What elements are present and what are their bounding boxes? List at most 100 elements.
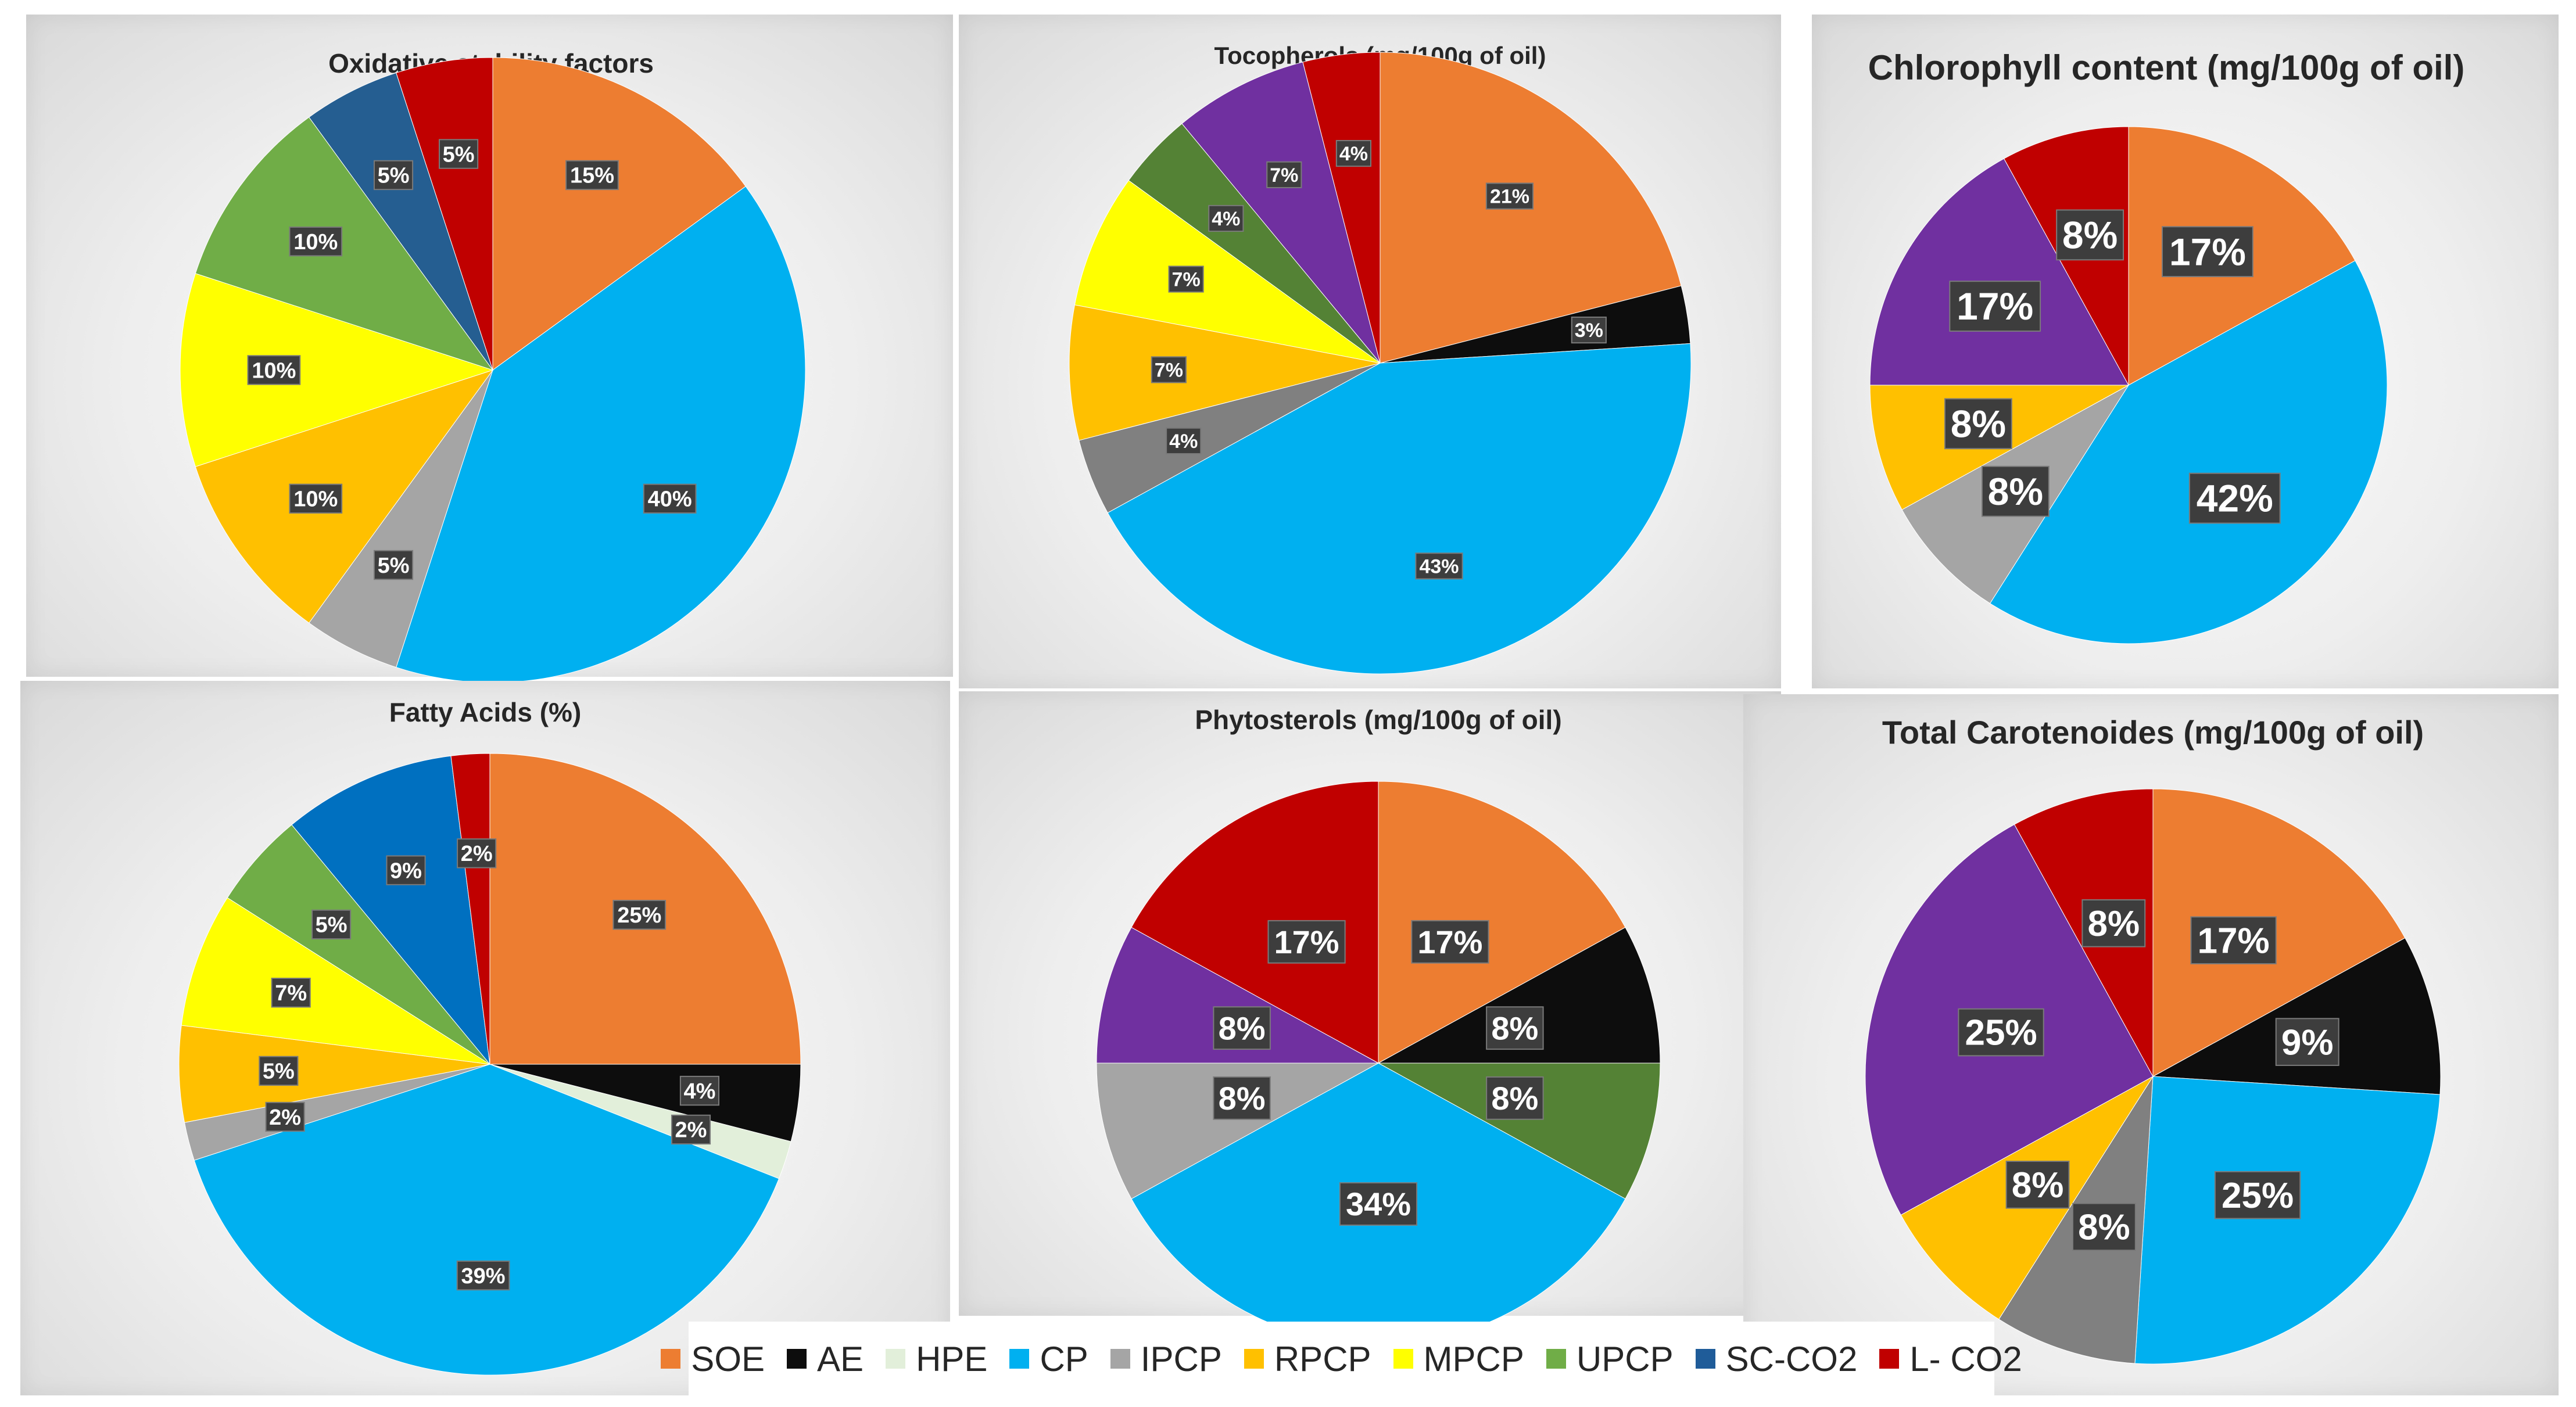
data-label-l-co2: 4% (1335, 139, 1371, 167)
data-label-text: 21% (1490, 185, 1529, 207)
data-label-text: 8% (2062, 213, 2118, 256)
data-label-text: 5% (378, 164, 410, 188)
chart-title: Total Carotenoides (mg/100g of oil) (1882, 714, 2424, 751)
data-label-ipcp: 2% (265, 1101, 305, 1132)
chart-panel-fatty-acids: Fatty Acids (%) 25% 4% 2% 39% 2% 5% 7% 5% 9% 2% (20, 681, 950, 1395)
data-label-hpe: 2% (671, 1114, 711, 1145)
pie-slice-sc-co2 (1181, 62, 1381, 364)
data-label-cp: 42% (2188, 472, 2281, 524)
pie-slice-ipcp (1096, 1063, 1379, 1200)
pie-slice-cp (194, 1064, 780, 1376)
data-label-box (289, 226, 343, 257)
data-label-text: 8% (1491, 1080, 1538, 1117)
chart-title: Phytosterols (mg/100g of oil) (1195, 705, 1561, 735)
pie-chart-carotenoides: Total Carotenoides (mg/100g of oil) 17% 9%… (1865, 714, 2441, 1365)
data-label-box (565, 160, 619, 191)
pie-slice-rpcp (178, 1025, 490, 1123)
data-label-box (1486, 1076, 1544, 1120)
legend-swatch (1546, 1349, 1566, 1369)
data-label-mpcp: 7% (271, 978, 311, 1008)
legend-swatch (1695, 1349, 1715, 1369)
data-label-box (2081, 899, 2146, 947)
legend-label: HPE (916, 1339, 988, 1379)
data-label-box (1415, 552, 1463, 580)
pie-chart-fatty-acids: Fatty Acids (%) 25% 4% 2% 39% 2% 5% 7% 5% 9% 2% (178, 697, 801, 1376)
pie-slice-ae (2152, 937, 2441, 1095)
data-label-text: 25% (2222, 1176, 2294, 1216)
legend-item-rpcp: RPCP (1244, 1339, 1371, 1379)
data-label-text: 25% (1965, 1013, 2037, 1053)
legend-label: CP (1040, 1339, 1088, 1379)
data-label-box (1411, 920, 1489, 964)
data-label-box (1208, 204, 1244, 232)
data-label-box (271, 978, 311, 1008)
data-label-box (439, 139, 479, 169)
data-label-sc-co2: 8% (1213, 1006, 1271, 1050)
data-label-box (1168, 265, 1204, 293)
data-label-box (1166, 427, 1202, 455)
data-label-text: 15% (570, 164, 614, 188)
legend-label: SOE (691, 1339, 765, 1379)
legend-swatch (1879, 1349, 1900, 1369)
data-label-l-co2: 8% (2056, 209, 2124, 261)
data-label-text: 3% (1575, 320, 1603, 342)
data-label-upcp: 10% (289, 226, 343, 257)
data-label-text: 5% (443, 142, 475, 167)
data-label-box (643, 483, 697, 514)
data-label-box (1486, 1006, 1544, 1050)
data-label-box (1949, 281, 2041, 332)
data-label-cp: 43% (1415, 552, 1463, 580)
pie-slice-sc-co2 (1869, 158, 2129, 386)
data-label-box (679, 1075, 719, 1106)
legend-item-sc-co2: SC-CO2 (1695, 1339, 1858, 1379)
data-label-box (2162, 226, 2253, 278)
legend-label: AE (817, 1339, 864, 1379)
data-label-text: 4% (1339, 143, 1368, 165)
data-label-box (386, 855, 426, 885)
data-label-box (1958, 1008, 2044, 1057)
data-label-upcp: 5% (311, 909, 352, 940)
data-label-rpcp: 10% (289, 483, 343, 514)
data-label-text: 4% (1169, 430, 1198, 453)
pie-slice-mpcp (1074, 180, 1381, 364)
data-label-text: 17% (1274, 924, 1339, 960)
pie-slice-ae (1378, 927, 1661, 1064)
data-label-box (265, 1101, 305, 1132)
pie-slice-sc-co2 (309, 72, 493, 371)
data-label-rpcp: 8% (2005, 1161, 2070, 1209)
data-label-l-co2: 17% (1267, 920, 1346, 964)
data-label-text: 8% (1219, 1080, 1266, 1117)
data-label-soe: 21% (1485, 182, 1534, 210)
pie-chart-tocopherols: Tocopherols (mg/100g of oil)21%3%43%4%7%… (1069, 42, 1692, 674)
legend-label: SC-CO2 (1725, 1339, 1858, 1379)
data-label-box (247, 355, 301, 385)
data-label-sc-co2: 25% (1958, 1008, 2044, 1057)
data-label-box (1213, 1006, 1271, 1050)
data-label-text: 4% (1212, 208, 1240, 230)
pie-slice-soe (492, 57, 746, 371)
data-label-text: 10% (252, 358, 296, 383)
data-label-box (373, 550, 414, 580)
data-label-text: 17% (2169, 230, 2246, 273)
legend-swatch (1393, 1349, 1413, 1369)
data-label-soe: 25% (612, 900, 667, 930)
pie-slice-mpcp (181, 897, 490, 1065)
data-label-box (456, 1260, 510, 1291)
data-label-box (2275, 1018, 2339, 1066)
data-label-rpcp: 7% (1151, 356, 1187, 383)
data-label-box (1151, 356, 1187, 383)
data-label-text: 5% (378, 554, 410, 578)
pie-chart-phytosterols: Phytosterols (mg/100g of oil) 17% 8% 8% 34% 8… (1096, 705, 1661, 1345)
data-label-text: 8% (2078, 1208, 2130, 1248)
data-label-sc-co2: 17% (1949, 281, 2041, 332)
data-label-rpcp: 8% (1944, 398, 2012, 450)
data-label-text: 8% (1951, 403, 2006, 446)
data-label-text: 8% (1988, 470, 2043, 513)
chart-title: Fatty Acids (%) (389, 697, 582, 727)
chart-panel-chlorophyll: Chlorophyll content (mg/100g of oil) 17% 4… (1812, 15, 2559, 688)
data-label-sc-co2: 7% (1266, 161, 1302, 188)
data-label-ipcp: 8% (1213, 1076, 1271, 1120)
legend-item-upcp: UPCP (1546, 1339, 1674, 1379)
chart-legend: SOE AE HPE CP IPCP RPCP MPCP UPCP SC-CO2 L- CO2 (661, 1322, 2022, 1396)
data-label-soe: 17% (2162, 226, 2253, 278)
